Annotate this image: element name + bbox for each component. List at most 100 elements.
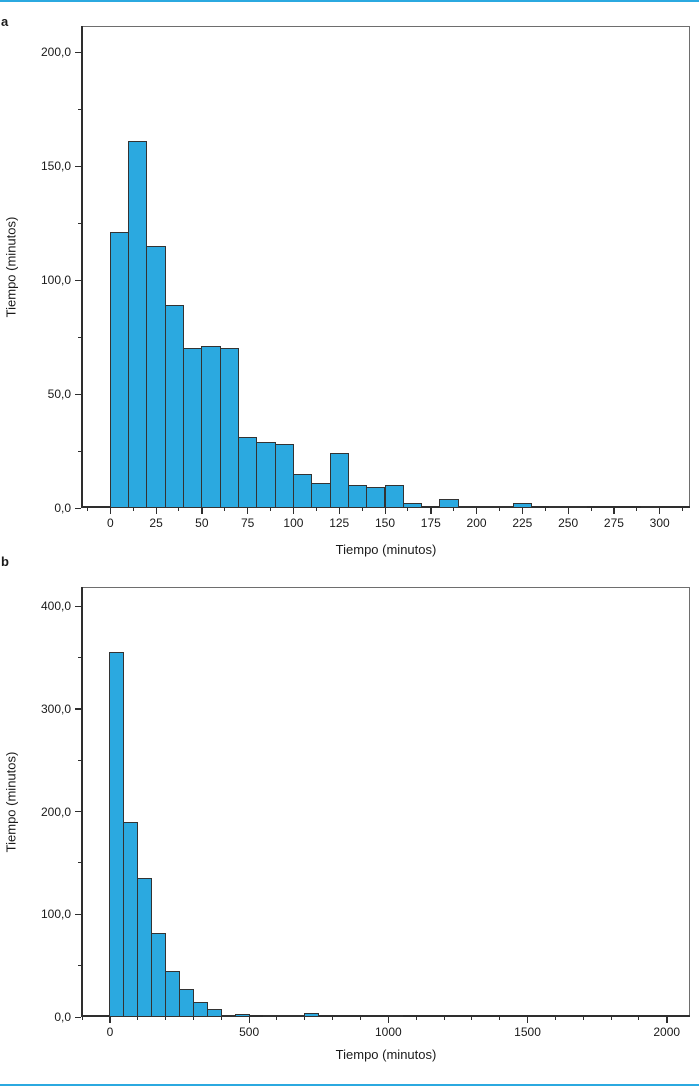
y-tick-label: 50,0 xyxy=(47,387,71,402)
x-minor-tick xyxy=(220,1017,222,1020)
histogram-bar xyxy=(237,437,258,508)
x-minor-tick xyxy=(165,1017,167,1020)
histogram-bar xyxy=(276,1015,292,1017)
histogram-bar xyxy=(201,346,221,508)
histogram-bar xyxy=(384,485,404,508)
histogram-bar xyxy=(567,505,587,508)
x-minor-tick xyxy=(332,1017,334,1020)
histogram-bar xyxy=(137,878,153,1017)
y-axis-line xyxy=(81,587,83,1017)
x-minor-tick xyxy=(554,1017,556,1020)
y-tick xyxy=(75,605,81,607)
x-tick-label: 1000 xyxy=(374,1025,402,1039)
y-tick-label: 150,0 xyxy=(40,159,71,174)
plot-box-top xyxy=(81,26,690,27)
y-tick-label: 200,0 xyxy=(40,804,71,819)
y-tick-label: 200,0 xyxy=(40,45,71,60)
histogram-bar xyxy=(274,444,294,508)
x-tick-label: 300 xyxy=(649,516,670,530)
histogram-bar xyxy=(234,1013,250,1017)
x-tick xyxy=(666,1017,668,1023)
x-tick-label: 125 xyxy=(329,516,350,530)
histogram-bar xyxy=(220,1014,236,1017)
histogram-bar xyxy=(109,652,125,1017)
histogram-bar xyxy=(290,1014,306,1017)
x-tick-label: 150 xyxy=(374,516,396,530)
y-tick-label: 100,0 xyxy=(40,273,71,288)
y-axis-title-a: Tiempo (minutos) xyxy=(3,216,19,318)
y-tick-label: 0,0 xyxy=(54,1010,71,1024)
x-tick xyxy=(476,508,478,514)
y-axis-line xyxy=(81,26,83,508)
x-minor-tick xyxy=(499,1017,501,1020)
plot-box-right xyxy=(689,26,690,508)
panel-label-b: b xyxy=(1,554,9,569)
histogram-bar xyxy=(402,503,423,508)
histogram-bar xyxy=(109,232,130,508)
x-tick xyxy=(659,508,661,514)
y-tick xyxy=(75,708,81,710)
x-minor-tick xyxy=(682,508,684,511)
x-minor-tick xyxy=(544,508,546,511)
x-tick xyxy=(155,508,157,514)
bottom-rule xyxy=(0,1084,699,1086)
panel-label-a: a xyxy=(1,14,9,29)
y-tick xyxy=(75,393,81,395)
histogram-bar xyxy=(165,970,181,1017)
plot-box-right xyxy=(689,587,690,1017)
histogram-bar xyxy=(151,932,167,1017)
x-tick-label: 250 xyxy=(558,516,579,530)
histogram-bar xyxy=(457,505,478,508)
x-tick-label: 50 xyxy=(195,516,209,530)
histogram-bar xyxy=(183,348,203,508)
x-minor-tick xyxy=(304,1017,306,1020)
x-minor-tick xyxy=(360,1017,361,1020)
histogram-bar xyxy=(256,441,276,508)
histogram-bar xyxy=(476,505,496,508)
histogram-bar xyxy=(128,141,148,508)
x-minor-tick xyxy=(498,508,500,511)
histogram-bar xyxy=(387,1014,403,1017)
histogram-bar xyxy=(549,505,569,508)
y-tick xyxy=(75,165,81,167)
x-minor-tick xyxy=(582,1017,584,1020)
histogram-bar xyxy=(292,473,313,508)
y-minor-tick xyxy=(78,656,81,658)
x-tick xyxy=(248,1017,250,1023)
histogram-bar xyxy=(123,821,139,1017)
plot-box-top xyxy=(81,587,690,588)
histogram-bar xyxy=(192,1001,208,1017)
x-tick-label: 0 xyxy=(106,516,114,530)
histogram-bar xyxy=(219,348,239,508)
x-tick xyxy=(201,508,203,514)
top-rule xyxy=(0,0,699,2)
y-tick xyxy=(75,811,81,813)
y-tick xyxy=(75,913,81,916)
y-minor-tick xyxy=(78,759,81,761)
y-minor-tick xyxy=(78,108,81,110)
x-minor-tick xyxy=(276,1017,278,1020)
histogram-bar xyxy=(304,1012,320,1017)
x-minor-tick xyxy=(407,508,409,511)
x-minor-tick xyxy=(471,1017,473,1020)
x-minor-tick xyxy=(590,508,592,511)
histogram-bar xyxy=(512,503,532,508)
x-tick xyxy=(247,508,249,514)
x-minor-tick xyxy=(415,1017,417,1020)
x-tick xyxy=(567,508,569,514)
x-tick-label: 1500 xyxy=(514,1025,541,1039)
x-tick xyxy=(527,1017,529,1023)
histogram-bar xyxy=(554,1015,570,1017)
y-tick xyxy=(75,507,81,509)
x-minor-tick xyxy=(224,508,226,511)
x-minor-tick xyxy=(636,508,638,511)
x-tick-label: 500 xyxy=(239,1025,260,1039)
x-tick xyxy=(387,1017,390,1023)
x-minor-tick xyxy=(638,1017,640,1020)
x-tick xyxy=(613,508,615,514)
x-minor-tick xyxy=(610,1017,612,1020)
histogram-bar xyxy=(439,498,459,508)
x-tick-label: 200 xyxy=(466,516,487,530)
x-minor-tick xyxy=(315,508,317,511)
